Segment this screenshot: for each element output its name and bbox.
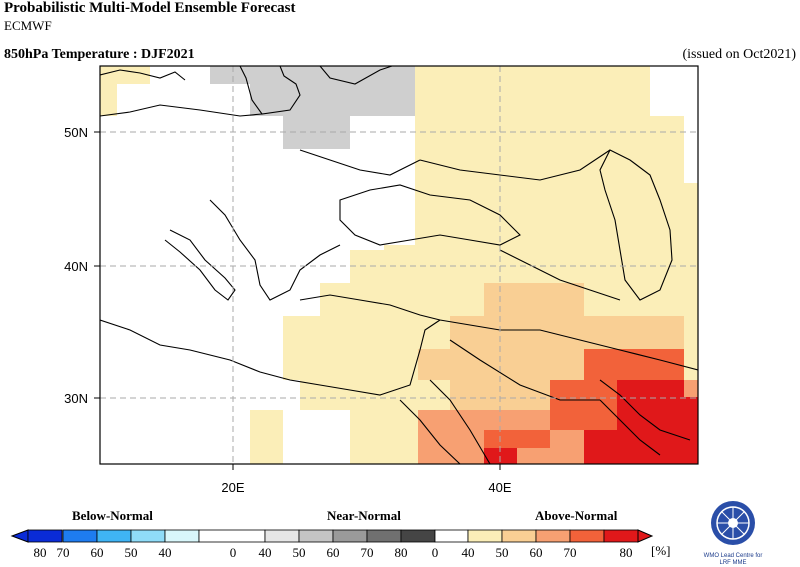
colorbar-tick-label: 70 (360, 545, 374, 560)
colorbar-above-box (603, 529, 639, 543)
wmo-globe-icon (711, 501, 755, 545)
colorbar-tick-label: 70 (563, 545, 577, 560)
colorbar-below-box (27, 529, 63, 543)
colorbar-tick-label: 50 (292, 545, 306, 560)
colorbar-tick-label: 40 (461, 545, 475, 560)
colorbar-neutral-box-2 (434, 529, 469, 543)
colorbar-tick-label: 80 (394, 545, 408, 560)
legend-category-near: Near-Normal (327, 508, 401, 523)
colorbar-above-box (535, 529, 571, 543)
probability-shading (100, 66, 698, 464)
wmo-logo: WMO Lead Centre for LRF MME (700, 498, 766, 567)
lon-tick-label-40e: 40E (488, 480, 511, 495)
colorbar-neutral-box (198, 529, 266, 543)
figure-title: Probabilistic Multi-Model Ensemble Forec… (4, 0, 296, 16)
colorbar-tick-label: 0 (431, 545, 439, 560)
legend-category-above: Above-Normal (535, 508, 618, 523)
colorbar-below-box (96, 529, 132, 543)
colorbar-below-box (164, 529, 200, 543)
model-center: ECMWF (4, 18, 52, 33)
colorbar-near-box (264, 529, 300, 543)
lat-tick-label-40n: 40N (64, 259, 88, 274)
colorbar-near-box (366, 529, 402, 543)
colorbar-above-box (467, 529, 503, 543)
axis-ticks (94, 131, 501, 470)
colorbar-tick-label: 50 (124, 545, 138, 560)
lon-tick-label-20e: 20E (221, 480, 244, 495)
wmo-caption-line1: WMO Lead Centre for (703, 553, 763, 559)
issued-date: (issued on Oct2021) (682, 47, 796, 62)
colorbar-tick-label: 40 (158, 545, 172, 560)
lat-lon-grid (100, 66, 698, 464)
colorbar-near-box (298, 529, 334, 543)
variable-label: 850hPa Temperature : DJF2021 (4, 47, 195, 62)
colorbar-below-box (62, 529, 98, 543)
colorbar-tick-label: 0 (229, 545, 237, 560)
lat-tick-label-30n: 30N (64, 391, 88, 406)
lat-tick-label-50n: 50N (64, 125, 88, 140)
wmo-caption-line2: LRF MME (719, 560, 747, 566)
colorbar-above-box (501, 529, 537, 543)
colorbar-near-box (400, 529, 436, 543)
colorbar-above-arrow (637, 529, 654, 543)
colorbar-tick-label: 60 (529, 545, 543, 560)
colorbar-near-box (332, 529, 368, 543)
colorbar-below-box (130, 529, 166, 543)
colorbar-above-box (569, 529, 605, 543)
colorbar-tick-label: 80 (33, 545, 47, 560)
color-bar (10, 529, 654, 543)
legend-category-below: Below-Normal (72, 508, 153, 523)
map-frame (99, 65, 699, 465)
colorbar-tick-label: 50 (495, 545, 509, 560)
colorbar-tick-label: 70 (56, 545, 70, 560)
legend-unit: [%] (651, 543, 671, 558)
colorbar-tick-label: 40 (258, 545, 272, 560)
colorbar-tick-label: 60 (90, 545, 104, 560)
colorbar-below-arrow (10, 529, 29, 543)
colorbar-tick-label: 60 (326, 545, 340, 560)
colorbar-tick-label: 80 (619, 545, 633, 560)
